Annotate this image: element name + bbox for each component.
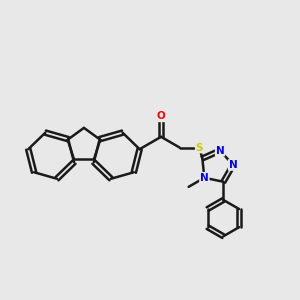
- Text: N: N: [216, 146, 224, 155]
- Text: N: N: [229, 160, 237, 170]
- Text: N: N: [200, 173, 209, 183]
- Text: S: S: [196, 142, 203, 152]
- Text: O: O: [157, 111, 165, 121]
